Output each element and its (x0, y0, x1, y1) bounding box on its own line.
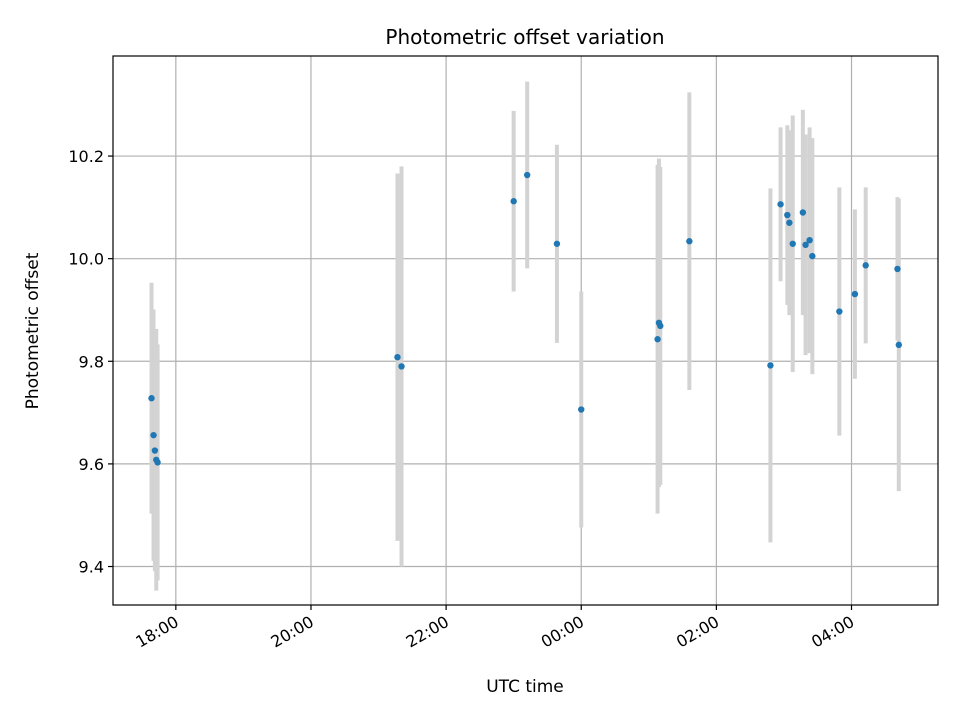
data-point (657, 322, 664, 330)
data-point (777, 201, 784, 208)
data-point (802, 241, 809, 249)
data-point (894, 265, 901, 273)
data-point (806, 236, 813, 244)
y-axis-label: Photometric offset (23, 252, 43, 409)
data-point (578, 406, 585, 413)
y-tick-label: 9.6 (79, 455, 104, 474)
plot-frame (112, 55, 939, 606)
grid-lines (113, 56, 938, 605)
data-point (510, 198, 517, 205)
x-axis-label: UTC time (486, 677, 564, 697)
data-point (789, 240, 796, 247)
data-point (523, 171, 531, 179)
y-tick-label: 9.8 (79, 352, 104, 371)
data-point (398, 363, 405, 370)
chart-title: Photometric offset variation (385, 25, 664, 49)
data-point (394, 353, 401, 361)
data-point (150, 431, 157, 439)
data-point (151, 447, 159, 454)
data-point (851, 290, 859, 298)
data-point (809, 252, 816, 260)
data-point (799, 209, 807, 216)
y-axis-ticks: 9.4 9.6 9.8 10.0 10.2 (68, 147, 113, 577)
data-point (784, 211, 791, 219)
y-tick-label: 10.0 (68, 250, 104, 269)
y-tick-label: 9.4 (79, 558, 104, 577)
data-point (686, 238, 693, 245)
data-point (553, 240, 561, 247)
y-tick-label: 10.2 (68, 147, 104, 166)
data-point (154, 459, 161, 466)
data-point (767, 362, 774, 369)
data-point (654, 336, 661, 343)
data-point (148, 395, 155, 402)
data-point (786, 219, 793, 226)
data-point (836, 308, 843, 315)
data-point (895, 341, 903, 349)
data-points (148, 171, 903, 466)
data-point (862, 262, 869, 269)
